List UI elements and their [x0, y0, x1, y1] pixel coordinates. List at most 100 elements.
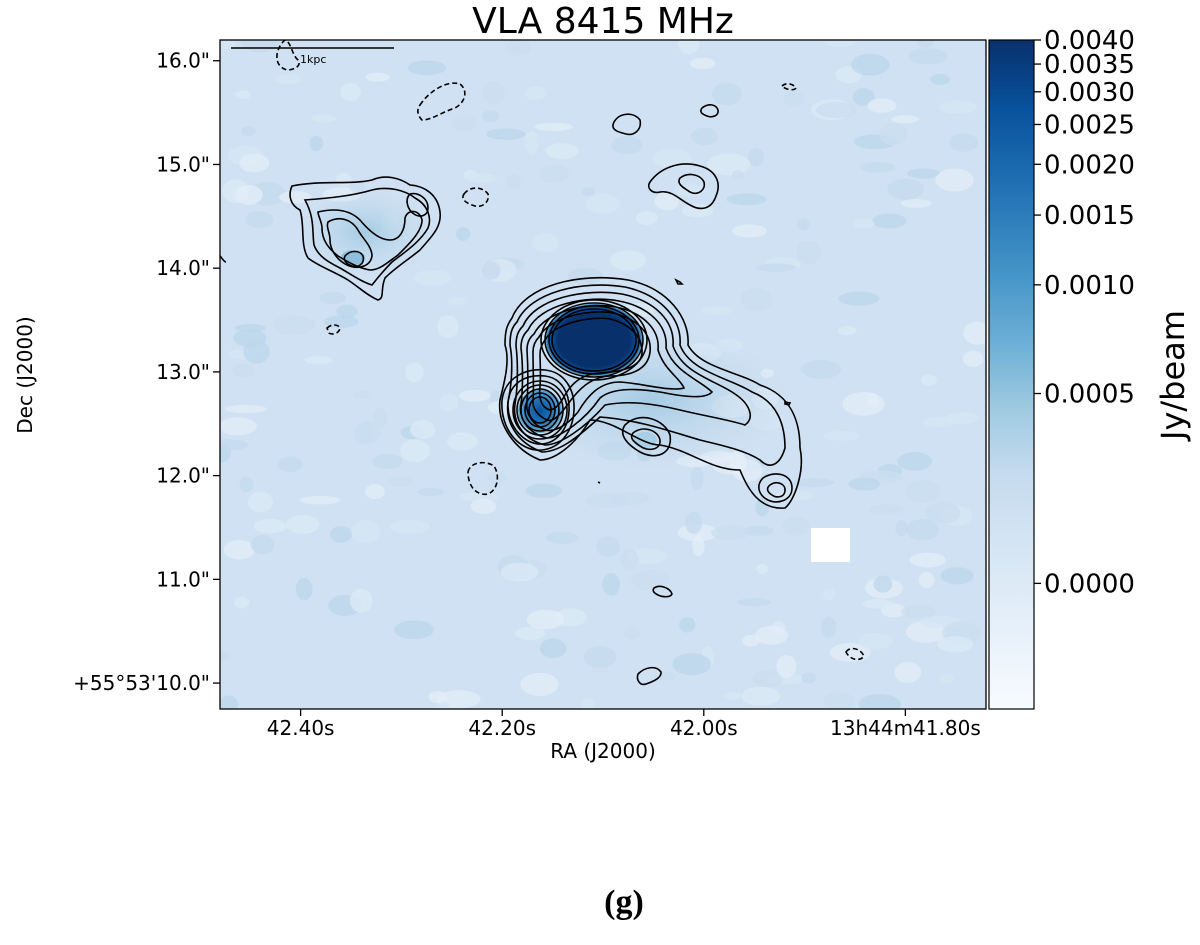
noise-blob	[329, 526, 353, 543]
noise-blob	[234, 184, 263, 205]
noise-blob	[520, 672, 559, 697]
noise-blob	[848, 477, 881, 491]
noise-blob	[309, 135, 324, 152]
noise-blob	[295, 577, 313, 601]
y-tick-label: 11.0"	[156, 567, 210, 591]
noise-blob	[400, 439, 430, 463]
noise-blob	[867, 98, 897, 113]
noise-blob	[285, 515, 320, 534]
noise-blob	[710, 525, 750, 541]
y-axis: 16.0" 15.0" 14.0" 13.0" 12.0" 11.0" +55°53'10.…	[73, 49, 220, 695]
noise-blob	[596, 536, 620, 557]
noise-blob	[740, 287, 773, 312]
noise-blob	[220, 650, 231, 662]
negative-contours	[276, 40, 865, 661]
noise-blob	[852, 88, 875, 106]
noise-blob	[610, 491, 650, 505]
noise-blob	[737, 598, 772, 607]
noise-blob	[585, 193, 621, 214]
knot-contours	[501, 368, 575, 451]
noise-blob	[404, 362, 424, 383]
noise-blob	[900, 605, 937, 619]
x-tick-label: 42.20s	[468, 716, 536, 740]
y-tick-label: 12.0"	[156, 464, 210, 488]
noise-blob	[365, 483, 385, 500]
noise-blob	[679, 617, 696, 633]
noise-blob	[245, 211, 274, 228]
noise-blob	[458, 389, 491, 402]
noise-blob	[654, 192, 680, 211]
noise-blob	[879, 123, 907, 146]
plot-area: 1kpc	[220, 40, 986, 709]
noise-blob	[620, 549, 639, 570]
noise-blob	[962, 350, 984, 368]
noise-blob	[623, 303, 655, 318]
noise-blob	[545, 142, 579, 160]
noise-blob	[319, 291, 347, 305]
noise-blob	[583, 646, 617, 668]
noise-blob	[437, 315, 459, 339]
noise-blob	[752, 670, 783, 688]
noise-blob	[250, 534, 275, 555]
noise-blob	[909, 552, 947, 568]
noise-blob	[224, 404, 267, 414]
noise-blob	[873, 575, 893, 593]
noise-blob	[356, 421, 381, 444]
noise-blob	[732, 224, 767, 238]
noise-blob	[407, 60, 446, 76]
noise-blob	[741, 686, 781, 706]
noise-blob	[776, 654, 797, 679]
noise-blob	[241, 126, 256, 136]
noise-blob	[482, 261, 501, 280]
noise-blob	[630, 570, 671, 590]
noise-blob	[869, 504, 905, 515]
noise-blob	[887, 178, 924, 200]
x-tick-label: 42.40s	[267, 716, 335, 740]
noise-blob	[486, 128, 526, 140]
noise-blob	[387, 476, 414, 486]
noise-blob	[741, 634, 760, 647]
noise-blob	[394, 620, 434, 640]
noise-blob	[524, 130, 539, 155]
tail-knot	[633, 432, 657, 448]
noise-blob	[500, 562, 539, 582]
noise-blob	[924, 502, 961, 524]
noise-blob	[470, 498, 497, 514]
noise-blob	[525, 483, 563, 498]
masked-region	[811, 528, 850, 562]
noise-blob	[685, 511, 703, 534]
noise-blob	[505, 174, 522, 190]
noise-blob	[654, 672, 677, 681]
x-tick-label: 42.00s	[670, 716, 738, 740]
noise-blob	[850, 53, 890, 76]
noise-blob	[791, 478, 835, 487]
noise-blob	[581, 187, 596, 197]
noise-blob	[872, 213, 907, 229]
noise-blob	[692, 534, 705, 557]
noise-blob	[534, 122, 574, 132]
noise-blob	[796, 218, 810, 231]
noise-blob	[524, 86, 547, 101]
colorbar-gradient	[988, 39, 1035, 710]
y-tick-label: +55°53'10.0"	[73, 671, 210, 695]
noise-blob	[455, 227, 471, 241]
noise-blob	[906, 519, 940, 541]
tail-contours	[621, 416, 793, 503]
noise-blob	[755, 497, 770, 517]
noise-blob	[335, 172, 352, 187]
y-tick-label: 16.0"	[156, 49, 210, 73]
noise-blob	[837, 326, 857, 336]
noise-blob	[936, 636, 974, 653]
x-axis-label: RA (J2000)	[550, 739, 656, 763]
noise-blob	[428, 691, 448, 704]
noise-blob	[274, 74, 303, 85]
noise-blob	[580, 697, 596, 709]
noise-blob	[690, 467, 704, 491]
noise-blob	[277, 456, 303, 472]
noise-blob	[801, 672, 816, 684]
noise-blob	[729, 450, 747, 474]
y-tick-label: 13.0"	[156, 360, 210, 384]
noise-blob	[349, 588, 373, 613]
